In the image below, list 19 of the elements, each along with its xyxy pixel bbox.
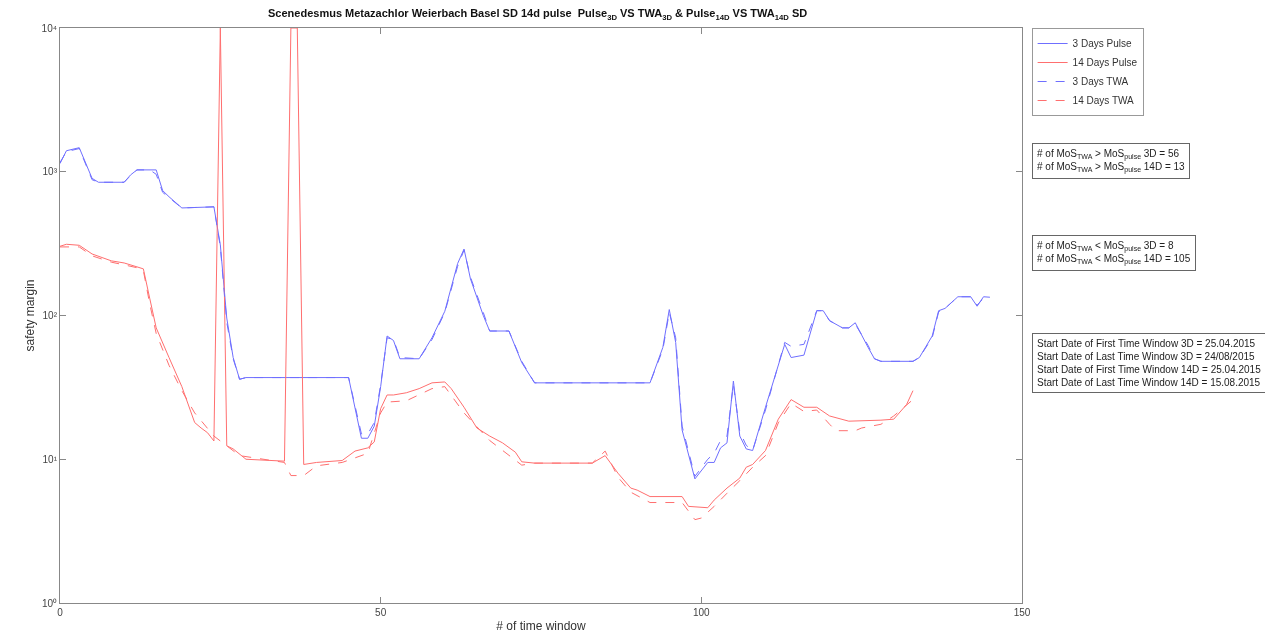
legend-label: 14 Days TWA bbox=[1072, 95, 1135, 107]
y-tick-label: 10² bbox=[42, 310, 58, 321]
x-tick-label: 50 bbox=[375, 607, 387, 618]
chart-title: Scenedesmus Metazachlor Weierbach Basel SD 14d pulse Pulse$_{3D}$ VS TWA$_{3D}$ & Pulse$_{14D}$ VS TWA$_{14D}$ SD bbox=[268, 7, 808, 22]
y-tick-label: 10³ bbox=[42, 166, 58, 178]
text: # of MoS$_{TWA}$ > MoS$_{pulse}$ 3D = 56 # of MoS$_{TWA}$ > MoS$_{pulse}$ 14D = 13 bbox=[1037, 148, 1185, 174]
legend-label: 3 Days TWA bbox=[1072, 76, 1129, 88]
y-axis-title: safety margin bbox=[22, 279, 37, 352]
text: Start Date of First Time Window 3D = 25.04.2015 Start Date of Last Time Window 3D = 24/08/2015 Start Date of First Time Window 14D = 25.04.2015 Start Date of Last Time Window 14D = 15.08.2015 bbox=[1037, 338, 1262, 388]
x-tick-label: 100 bbox=[692, 607, 711, 618]
legend-label: 14 Days Pulse bbox=[1072, 57, 1138, 69]
y-tick-label: 10⁴ bbox=[41, 22, 57, 34]
legend-label: 3 Days Pulse bbox=[1072, 38, 1132, 50]
text: # of MoS$_{TWA}$ < MoS$_{pulse}$ 3D = 8 # of MoS$_{TWA}$ < MoS$_{pulse}$ 14D = 105 bbox=[1037, 240, 1191, 266]
y-tick-label: 10⁰ bbox=[41, 597, 57, 609]
x-tick-label: 150 bbox=[1013, 607, 1031, 618]
x-axis-title: # of time window bbox=[496, 618, 587, 633]
y-tick-label: 10¹ bbox=[42, 453, 58, 465]
x-tick-label: 0 bbox=[57, 607, 64, 618]
